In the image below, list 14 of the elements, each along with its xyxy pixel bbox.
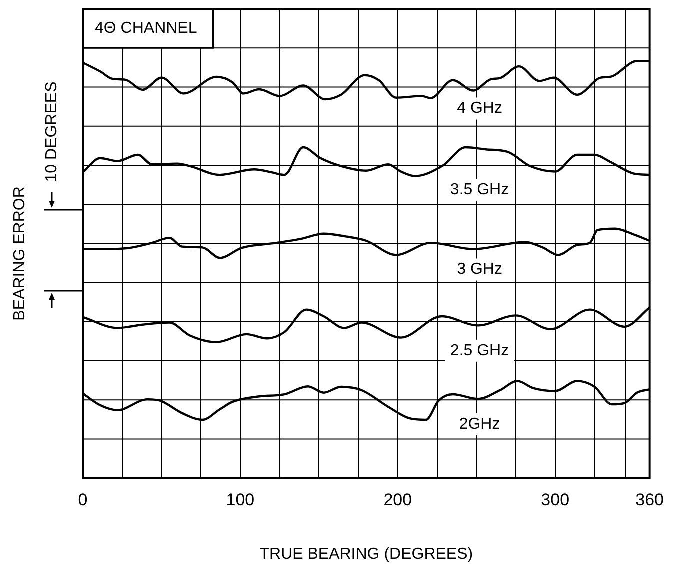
text: 10 DEGREES [43,82,60,182]
x-tick-label: 200 [384,490,412,510]
text: 4Θ CHANNEL [95,20,198,37]
series-label: 2.5 GHz [450,342,510,360]
series-label: 3.5 GHz [450,182,510,199]
x-tick-label: 100 [226,490,255,510]
x-tick-label: 300 [541,490,570,510]
series-label: 4 GHz [457,100,502,118]
x-axis-title: TRUE BEARING (DEGREES) [260,546,474,563]
y-axis-title: BEARING ERROR [11,186,28,321]
x-tick-label: 360 [636,490,664,510]
series-label: 3 GHz [457,261,502,278]
series-label: 2GHz [459,416,500,433]
x-tick-label: 0 [78,490,88,510]
